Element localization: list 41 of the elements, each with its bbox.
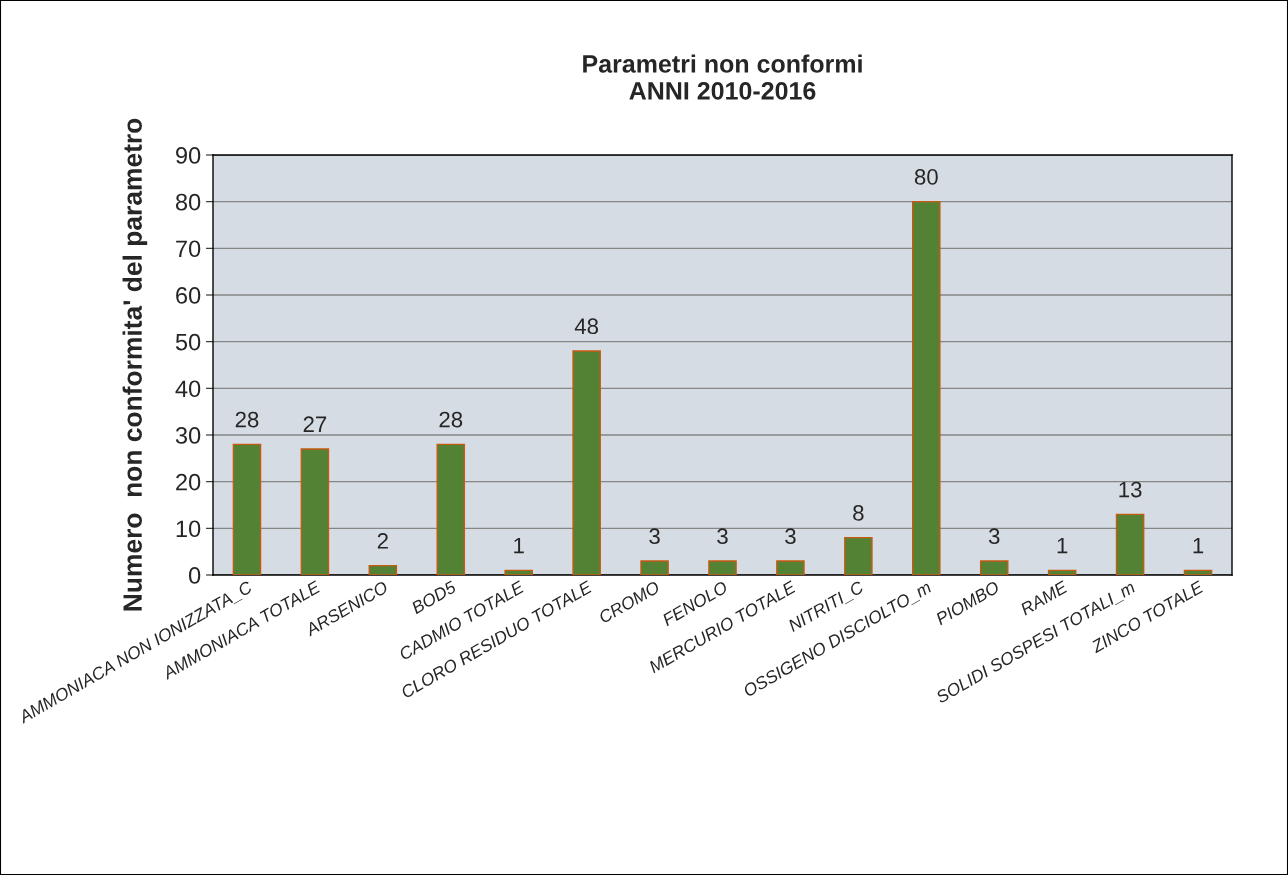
y-tick-label: 60 — [176, 287, 201, 304]
y-tick-label: 10 — [176, 520, 201, 538]
data-label: 1 — [1193, 537, 1204, 554]
bar — [504, 569, 533, 575]
bar — [232, 443, 262, 575]
data-label: 28 — [439, 411, 463, 428]
bar — [708, 560, 737, 575]
y-tick-label: 70 — [176, 240, 201, 258]
data-label: 3 — [717, 528, 728, 545]
data-label: 27 — [303, 416, 327, 432]
data-label: 28 — [235, 411, 259, 428]
bar — [1115, 513, 1145, 575]
y-tick-label: 50 — [175, 333, 201, 351]
chart-title: Parametri non conformi ANNI 2010-2016 — [583, 54, 862, 100]
bar — [776, 560, 805, 575]
data-label: 3 — [785, 528, 796, 545]
y-tick-label: 90 — [176, 147, 201, 164]
data-label: 1 — [1057, 537, 1068, 554]
data-label: 3 — [649, 528, 660, 545]
y-tick-label: 40 — [175, 380, 201, 398]
bar — [912, 200, 941, 575]
data-label: 48 — [574, 318, 599, 335]
data-label: 13 — [1119, 481, 1142, 498]
bar — [368, 564, 398, 575]
y-tick-label: 80 — [175, 193, 201, 211]
bar — [1183, 569, 1213, 575]
y-tick-label: 20 — [176, 473, 201, 491]
bar — [1047, 569, 1077, 575]
bar — [436, 443, 466, 575]
y-tick-label: 30 — [175, 427, 201, 444]
data-label: 8 — [853, 505, 864, 521]
bar — [979, 560, 1009, 575]
y-axis-title: Numero non conformita' del parametro — [122, 118, 148, 611]
bar — [844, 536, 873, 575]
data-label: 1 — [514, 537, 524, 554]
data-label: 2 — [377, 533, 388, 549]
bar — [572, 350, 601, 575]
bar — [300, 448, 330, 575]
bar — [640, 560, 669, 575]
data-label: 80 — [914, 169, 938, 185]
data-label: 3 — [988, 528, 1000, 545]
